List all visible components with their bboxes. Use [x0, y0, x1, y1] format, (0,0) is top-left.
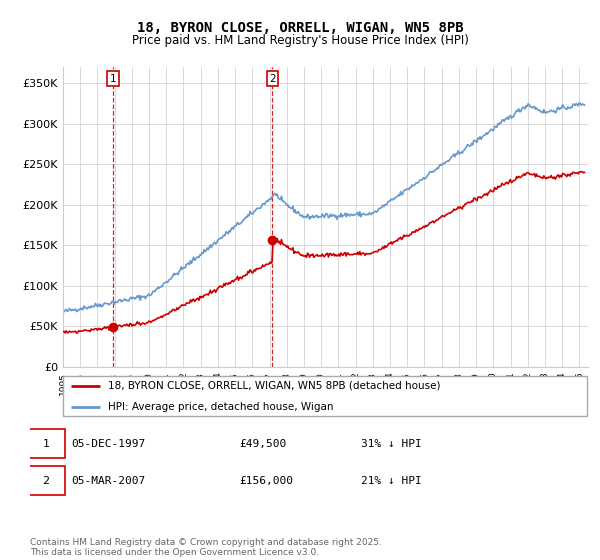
- FancyBboxPatch shape: [63, 376, 587, 417]
- Text: £49,500: £49,500: [240, 438, 287, 449]
- Text: HPI: Average price, detached house, Wigan: HPI: Average price, detached house, Wiga…: [107, 402, 333, 412]
- Text: Price paid vs. HM Land Registry's House Price Index (HPI): Price paid vs. HM Land Registry's House …: [131, 34, 469, 46]
- Text: 18, BYRON CLOSE, ORRELL, WIGAN, WN5 8PB (detached house): 18, BYRON CLOSE, ORRELL, WIGAN, WN5 8PB …: [107, 381, 440, 391]
- Text: 1: 1: [110, 73, 116, 83]
- Text: Contains HM Land Registry data © Crown copyright and database right 2025.
This d: Contains HM Land Registry data © Crown c…: [30, 538, 382, 557]
- FancyBboxPatch shape: [27, 466, 65, 495]
- Text: 21% ↓ HPI: 21% ↓ HPI: [361, 476, 422, 486]
- Text: £156,000: £156,000: [240, 476, 294, 486]
- Text: 2: 2: [43, 476, 50, 486]
- Text: 1: 1: [43, 438, 50, 449]
- FancyBboxPatch shape: [27, 430, 65, 458]
- Text: 05-DEC-1997: 05-DEC-1997: [71, 438, 146, 449]
- Text: 05-MAR-2007: 05-MAR-2007: [71, 476, 146, 486]
- Text: 31% ↓ HPI: 31% ↓ HPI: [361, 438, 422, 449]
- Text: 2: 2: [269, 73, 276, 83]
- Text: 18, BYRON CLOSE, ORRELL, WIGAN, WN5 8PB: 18, BYRON CLOSE, ORRELL, WIGAN, WN5 8PB: [137, 21, 463, 35]
